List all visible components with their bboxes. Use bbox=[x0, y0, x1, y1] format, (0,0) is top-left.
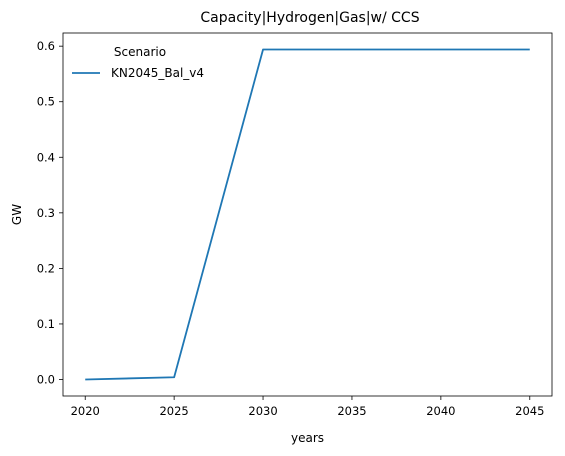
x-tick-label: 2045 bbox=[515, 404, 544, 418]
x-tick-label: 2035 bbox=[337, 404, 366, 418]
y-axis-label: GW bbox=[10, 204, 24, 225]
x-tick-label: 2040 bbox=[426, 404, 455, 418]
y-tick-label: 0.5 bbox=[37, 95, 55, 109]
y-tick-label: 0.1 bbox=[37, 317, 55, 331]
y-tick-label: 0.2 bbox=[37, 261, 55, 275]
plot-area bbox=[62, 32, 553, 397]
legend-label: KN2045_Bal_v4 bbox=[111, 66, 204, 80]
x-tick-label: 2025 bbox=[159, 404, 188, 418]
legend: Scenario KN2045_Bal_v4 bbox=[72, 45, 204, 80]
y-tick-label: 0.3 bbox=[37, 206, 55, 220]
chart-title: Capacity|Hydrogen|Gas|w/ CCS bbox=[200, 10, 419, 26]
series-layer bbox=[85, 48, 530, 381]
y-tick-label: 0.0 bbox=[37, 373, 55, 387]
y-tick-label: 0.4 bbox=[37, 150, 55, 164]
y-tick-label: 0.6 bbox=[37, 39, 55, 53]
x-axis: 2020 2025 2030 2035 2040 2045 bbox=[71, 396, 544, 418]
x-axis-label: years bbox=[291, 431, 324, 445]
x-tick-label: 2020 bbox=[71, 404, 100, 418]
legend-title: Scenario bbox=[114, 45, 166, 59]
y-axis: 0.0 0.1 0.2 0.3 0.4 0.5 0.6 bbox=[37, 39, 63, 387]
series-line bbox=[85, 48, 530, 381]
x-tick-label: 2030 bbox=[248, 404, 277, 418]
